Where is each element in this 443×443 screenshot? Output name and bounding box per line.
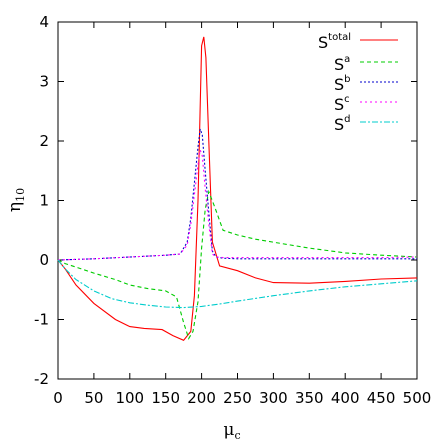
x-tick-label: 100 (115, 389, 144, 407)
axis-tick-labels: 0 50 100 150 200 250 300 350 400 450 500 -2 -1 0 1 2 3 4 (34, 13, 431, 407)
y-tick-label: 4 (39, 13, 49, 31)
legend-label-3: Sc (334, 94, 350, 114)
y-tick-label: 2 (39, 132, 49, 150)
axis-ticks (57, 21, 418, 380)
x-tick-label: 500 (403, 389, 432, 407)
x-tick-label: 400 (331, 389, 360, 407)
y-tick-label: 0 (39, 251, 49, 269)
x-tick-label: 200 (187, 389, 216, 407)
y-tick-label: -2 (34, 370, 49, 388)
x-tick-label: 450 (367, 389, 396, 407)
x-tick-label: 50 (84, 389, 103, 407)
x-tick-label: 350 (295, 389, 324, 407)
legend-label-0: Stotal (318, 32, 351, 52)
series-line-0 (57, 36, 418, 341)
legend-label-4: Sd (334, 114, 351, 134)
y-tick-label: 1 (39, 192, 49, 210)
series-line-3 (57, 149, 418, 261)
x-tick-label: 150 (151, 389, 180, 407)
series-line-2 (57, 128, 417, 261)
y-tick-label: 3 (39, 73, 49, 91)
x-tick-label: 0 (53, 389, 63, 407)
plot-frame (57, 21, 418, 380)
series-line-4 (57, 259, 418, 309)
y-axis-title: η10 (5, 188, 27, 212)
x-axis-title: μc (223, 420, 240, 442)
legend-label-2: Sb (334, 74, 351, 94)
x-tick-label: 250 (223, 389, 252, 407)
series-lines (57, 36, 418, 341)
series-line-1 (57, 189, 418, 340)
y-tick-label: -1 (34, 311, 49, 329)
legend-label-1: Sa (334, 54, 350, 74)
x-tick-label: 300 (259, 389, 288, 407)
